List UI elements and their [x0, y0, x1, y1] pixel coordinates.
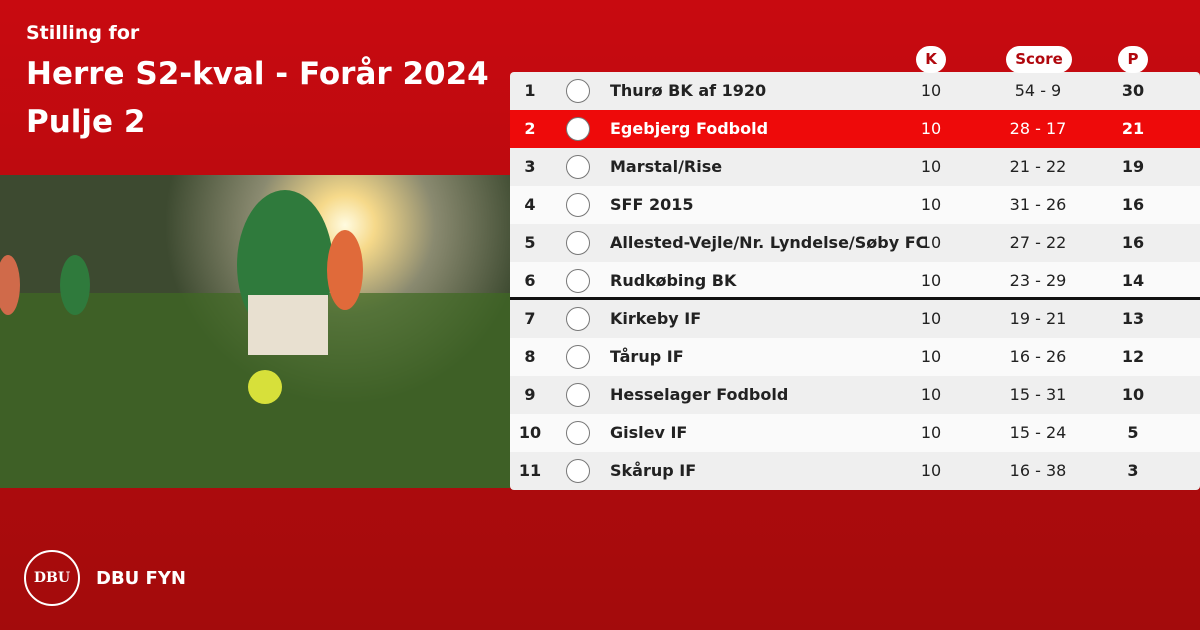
club-logo [566, 459, 590, 483]
title: Herre S2-kval - Forår 2024 [26, 56, 489, 92]
position: 10 [518, 423, 542, 442]
column-header: P [1118, 46, 1148, 73]
club-logo [566, 231, 590, 255]
team: Hesselager Fodbold [610, 385, 789, 404]
points: 16 [1121, 233, 1145, 252]
table-row: 5 Allested-Vejle/Nr. Lyndelse/Søby FC 10 27… [510, 224, 1200, 262]
team: Gislev IF [610, 423, 688, 442]
position: 2 [524, 119, 536, 138]
column-header: K [916, 46, 946, 73]
club-logo [566, 345, 590, 369]
photo [0, 175, 510, 488]
table-row: 9 Hesselager Fodbold 10 15 - 31 10 [510, 376, 1200, 414]
position: 1 [524, 81, 536, 100]
table-row: 6 Rudkøbing BK 10 23 - 29 14 [510, 262, 1200, 300]
standings-table: 1 Thurø BK af 1920 10 54 - 9 30 2 Egebjerg Fod… [510, 72, 1200, 490]
points: 14 [1121, 271, 1145, 290]
dbu-logo: DBU [24, 550, 80, 606]
position: 3 [524, 157, 536, 176]
club-logo [566, 193, 590, 217]
matches: 10 [920, 157, 942, 176]
table-row: 8 Tårup IF 10 16 - 26 12 [510, 338, 1200, 376]
points: 5 [1127, 423, 1139, 442]
table-row: 11 Skårup IF 10 16 - 38 3 [510, 452, 1200, 490]
position: 5 [524, 233, 536, 252]
points: 12 [1121, 347, 1145, 366]
points: 13 [1121, 309, 1145, 328]
position: 4 [524, 195, 536, 214]
column-header: Score [1006, 46, 1072, 73]
position: 9 [524, 385, 536, 404]
points: 10 [1121, 385, 1145, 404]
score: 16 - 26 [1009, 347, 1067, 366]
matches: 10 [920, 119, 942, 138]
table-row: 4 SFF 2015 10 31 - 26 16 [510, 186, 1200, 224]
matches: 10 [920, 385, 942, 404]
table-row: 10 Gislev IF 10 15 - 24 5 [510, 414, 1200, 452]
score: 28 - 17 [1009, 119, 1067, 138]
score: 23 - 29 [1009, 271, 1067, 290]
table-row: 3 Marstal/Rise 10 21 - 22 19 [510, 148, 1200, 186]
points: 19 [1121, 157, 1145, 176]
club-logo [566, 269, 590, 293]
score: 31 - 26 [1009, 195, 1067, 214]
score: 21 - 22 [1009, 157, 1067, 176]
team: Marstal/Rise [610, 157, 723, 176]
club-logo [566, 421, 590, 445]
position: 8 [524, 347, 536, 366]
club-logo [566, 155, 590, 179]
score: 19 - 21 [1009, 309, 1067, 328]
brand: DBU FYN [96, 568, 186, 589]
team: Rudkøbing BK [610, 271, 737, 290]
table-row: 2 Egebjerg Fodbold 10 28 - 17 21 [510, 110, 1200, 148]
matches: 10 [920, 81, 942, 100]
matches: 10 [920, 271, 942, 290]
team: Allested-Vejle/Nr. Lyndelse/Søby FC [610, 233, 928, 252]
points: 3 [1127, 461, 1139, 480]
score: 54 - 9 [1014, 81, 1062, 100]
points: 30 [1121, 81, 1145, 100]
matches: 10 [920, 233, 942, 252]
score: 16 - 38 [1009, 461, 1067, 480]
photo-art [0, 190, 510, 488]
club-logo [566, 307, 590, 331]
position: 6 [524, 271, 536, 290]
matches: 10 [920, 461, 942, 480]
team: Egebjerg Fodbold [610, 119, 769, 138]
club-logo [566, 117, 590, 141]
points: 21 [1121, 119, 1145, 138]
position: 11 [518, 461, 542, 480]
points: 16 [1121, 195, 1145, 214]
table-row: 7 Kirkeby IF 10 19 - 21 13 [510, 300, 1200, 338]
position: 7 [524, 309, 536, 328]
team: Skårup IF [610, 461, 697, 480]
score: 15 - 24 [1009, 423, 1067, 442]
matches: 10 [920, 195, 942, 214]
score: 15 - 31 [1009, 385, 1067, 404]
matches: 10 [920, 423, 942, 442]
team: Kirkeby IF [610, 309, 702, 328]
matches: 10 [920, 309, 942, 328]
club-logo [566, 79, 590, 103]
team: Tårup IF [610, 347, 684, 366]
matches: 10 [920, 347, 942, 366]
score: 27 - 22 [1009, 233, 1067, 252]
subtitle: Pulje 2 [26, 104, 146, 140]
team: SFF 2015 [610, 195, 694, 214]
kicker: Stilling for [26, 22, 140, 44]
table-row: 1 Thurø BK af 1920 10 54 - 9 30 [510, 72, 1200, 110]
club-logo [566, 383, 590, 407]
team: Thurø BK af 1920 [610, 81, 767, 100]
